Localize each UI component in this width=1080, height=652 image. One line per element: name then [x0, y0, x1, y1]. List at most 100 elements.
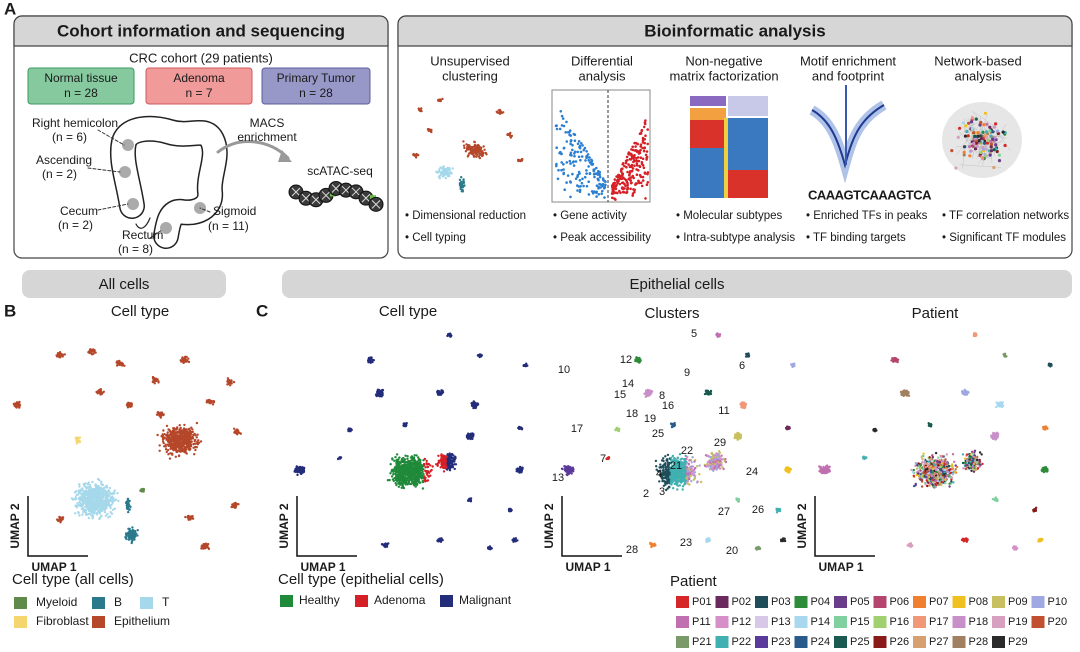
dot [417, 470, 421, 473]
dot [590, 158, 593, 162]
dot [595, 195, 598, 198]
dot [415, 483, 419, 486]
node [989, 145, 993, 149]
panel-label: C [256, 301, 268, 320]
dot [683, 457, 686, 461]
node [970, 116, 975, 120]
node [989, 140, 993, 144]
dot [782, 537, 785, 540]
dot [637, 159, 641, 163]
node [994, 143, 998, 147]
dot [560, 467, 564, 470]
dot [474, 152, 477, 155]
dot [622, 162, 625, 165]
dot [483, 148, 486, 151]
dot [565, 181, 568, 184]
dot [476, 150, 480, 154]
dot [631, 194, 634, 197]
dot [585, 150, 588, 153]
site-n: (n = 11) [208, 219, 249, 233]
dot [452, 459, 456, 462]
dot [951, 473, 954, 476]
dot [444, 467, 447, 470]
edge [973, 111, 998, 129]
dot [1000, 404, 1003, 407]
dot [662, 473, 665, 477]
dot [395, 469, 398, 473]
dot [942, 455, 945, 458]
dot [423, 464, 426, 467]
dot [686, 482, 689, 485]
dot [783, 539, 787, 543]
dot [690, 461, 693, 464]
dot [606, 456, 609, 460]
dot [474, 406, 477, 409]
dot [479, 147, 483, 150]
dot [593, 172, 597, 176]
dot [695, 465, 699, 468]
dot [469, 432, 472, 436]
dot [904, 393, 907, 396]
dot [755, 547, 758, 550]
dot [998, 404, 1001, 407]
dot [601, 184, 604, 188]
dot [644, 134, 647, 137]
dot [577, 140, 581, 143]
dot [444, 457, 447, 461]
dot [638, 181, 641, 185]
dot [634, 183, 637, 186]
dot [414, 472, 417, 475]
dot [406, 463, 409, 466]
dot [414, 485, 417, 488]
analysis-box: Bioinformatic analysis CAAAGTCAAAGTCA Un… [397, 15, 1073, 259]
dot [627, 153, 631, 156]
dot [710, 457, 713, 460]
dot [585, 169, 588, 172]
dot [891, 357, 894, 360]
dot [627, 163, 630, 166]
node [973, 134, 977, 138]
dot [598, 182, 601, 186]
dot [740, 403, 743, 406]
node [984, 154, 988, 158]
dot [485, 153, 488, 156]
dot [633, 190, 636, 194]
dot [402, 479, 406, 483]
dot [576, 189, 579, 192]
dot [937, 464, 940, 467]
dot [628, 165, 632, 169]
dot [427, 471, 431, 474]
method-bullet: • TF correlation networks [942, 210, 1069, 222]
dot [709, 392, 713, 396]
dot [555, 162, 558, 166]
dot [598, 175, 602, 179]
dot [785, 427, 789, 430]
dot [674, 460, 677, 463]
node [976, 131, 980, 135]
dot [612, 188, 615, 192]
dot [415, 463, 418, 466]
dot [706, 464, 710, 467]
dot [438, 169, 441, 173]
dot [392, 473, 395, 476]
node [983, 111, 988, 115]
dot [645, 150, 649, 153]
dot [615, 183, 618, 187]
dot [389, 463, 392, 466]
dot [444, 176, 447, 180]
method-title: Non-negative [685, 53, 762, 68]
dot [585, 172, 588, 175]
assay-label: scATAC-seq [307, 164, 373, 178]
dot [718, 464, 722, 467]
dot [628, 173, 631, 177]
dot [450, 459, 453, 462]
dot [698, 464, 701, 467]
motif-logo: CAAAGTCAAAGTCA [808, 187, 932, 202]
dot [926, 484, 929, 488]
dot [417, 476, 421, 480]
dot [400, 467, 404, 470]
edge [956, 138, 969, 156]
dot [936, 460, 939, 463]
